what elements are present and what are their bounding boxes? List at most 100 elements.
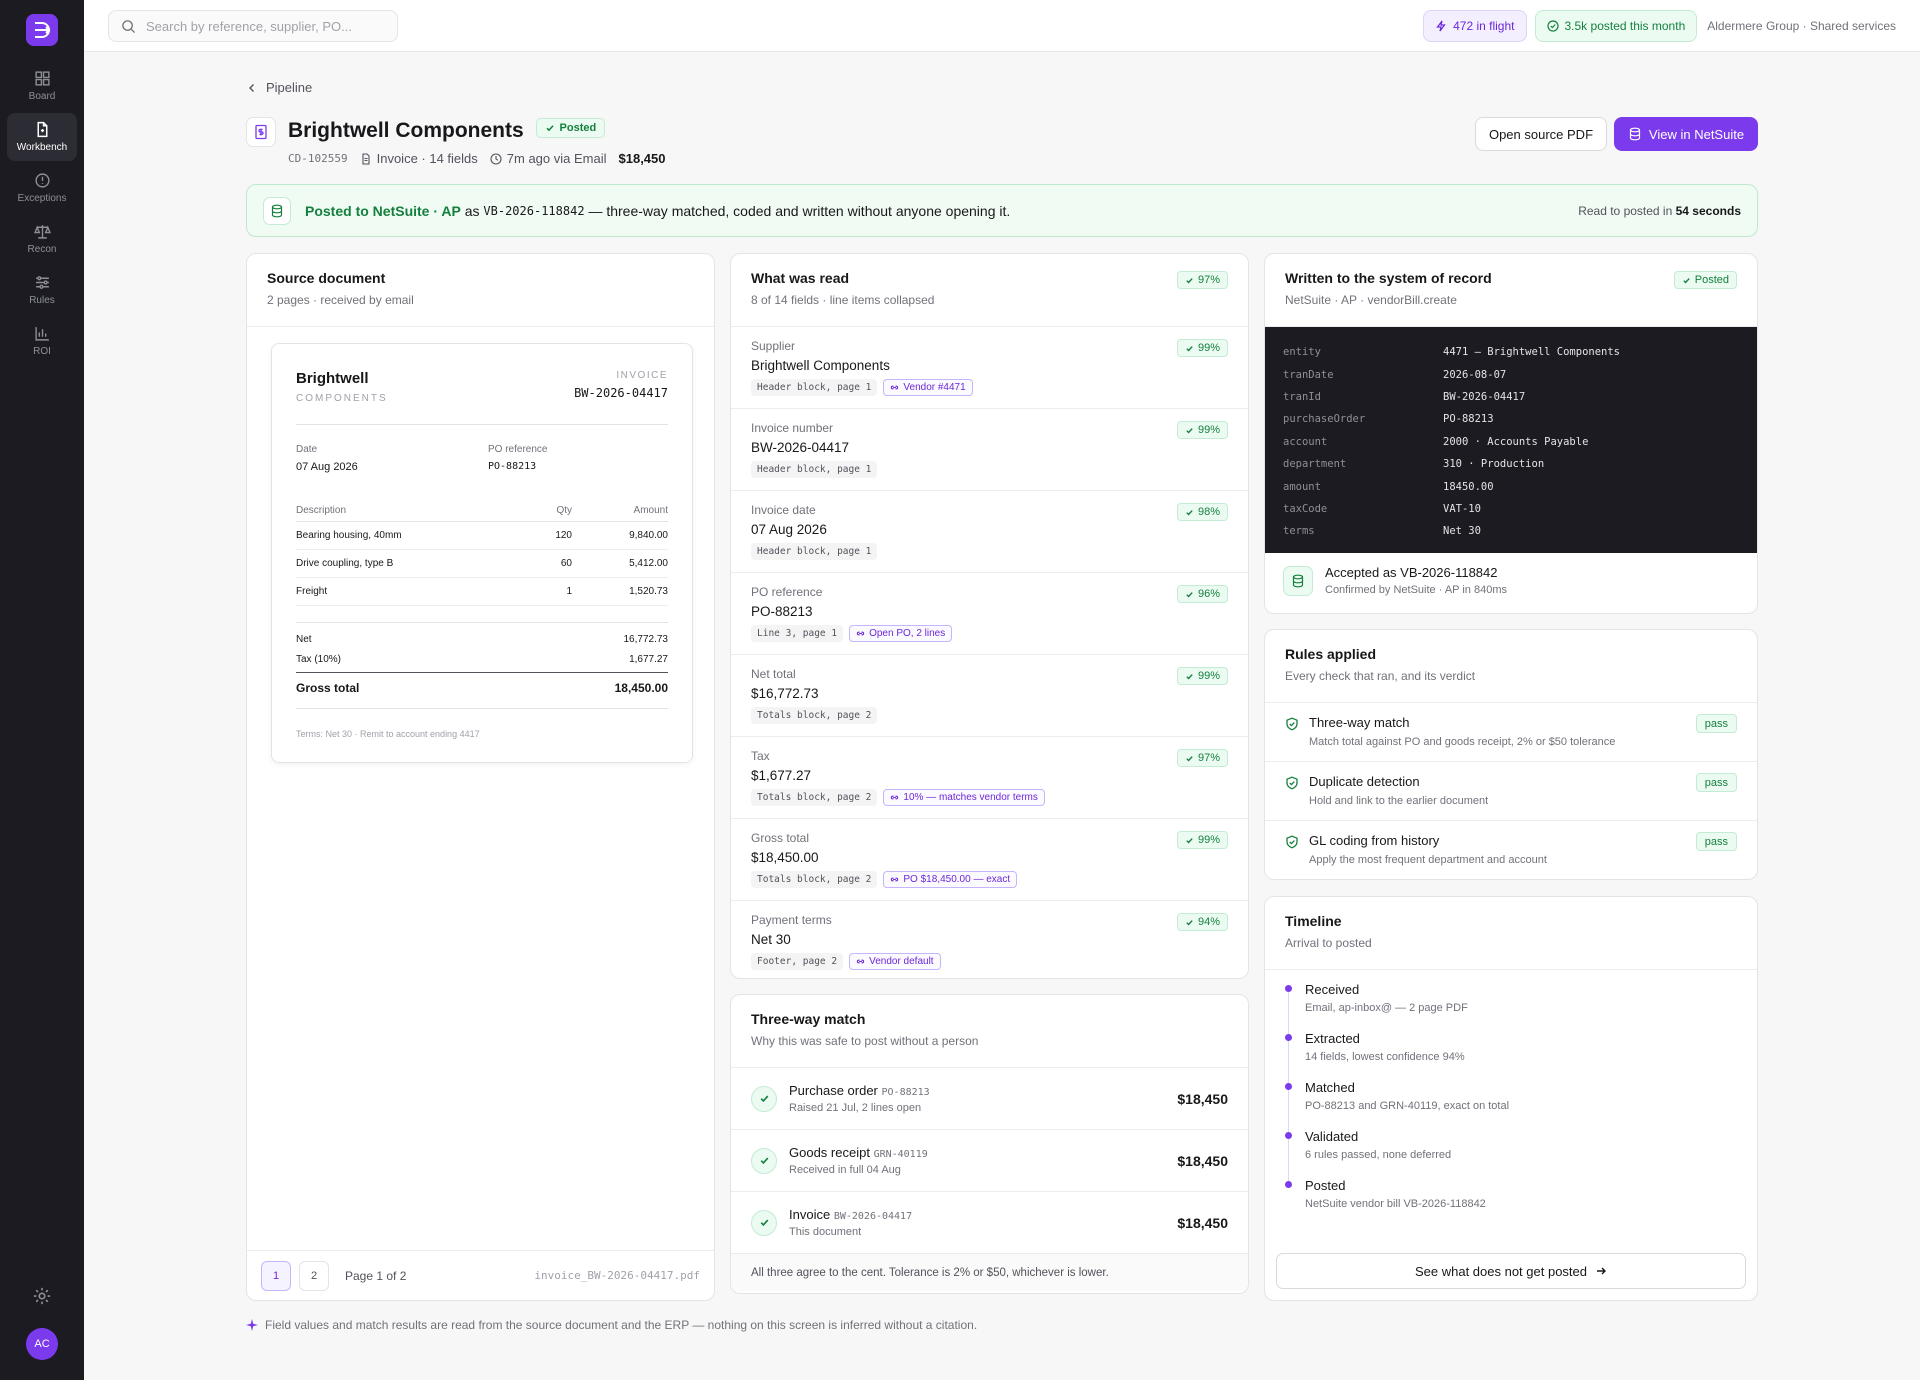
paper-tax-row: Tax (10%) 1,677.27	[296, 654, 668, 665]
divider	[296, 424, 668, 425]
top-status: 472 in flight 3.5k posted this month Ald…	[1423, 10, 1896, 42]
paper-tax-label: Tax (10%)	[296, 654, 342, 665]
source-location-tag[interactable]: Totals block, page 2	[751, 789, 878, 806]
check-icon	[760, 1157, 768, 1165]
nav-item-roi[interactable]: ROI	[7, 317, 77, 365]
erp-link-tag[interactable]: 10% — matches vendor terms	[883, 789, 1045, 806]
see-not-posted-button[interactable]: See what does not get posted	[1276, 1253, 1746, 1289]
avatar[interactable]: AC	[26, 1328, 58, 1360]
check-icon	[1186, 591, 1193, 597]
org-name[interactable]: Aldermere Group · Shared services	[1707, 19, 1896, 33]
field-row[interactable]: Tax $1,677.27 Totals block, page 2 10% —…	[731, 737, 1248, 819]
footnote-text: Field values and match results are read …	[265, 1318, 978, 1332]
file-name: invoice_BW-2026-04417.pdf	[534, 1269, 700, 1282]
code-row: entity 4471 — Brightwell Components	[1283, 341, 1739, 363]
invoice-preview[interactable]: Brightwell COMPONENTS INVOICE BW-2026-04…	[271, 343, 693, 763]
nav-item-label: Recon	[27, 244, 57, 255]
paper-terms: Terms: Net 30 · Remit to account ending …	[296, 729, 480, 739]
line-amount: 5,412.00	[629, 558, 668, 569]
col-qty: Qty	[556, 505, 572, 516]
field-row[interactable]: Gross total $18,450.00 Totals block, pag…	[731, 819, 1248, 901]
confidence-badge: 97%	[1176, 271, 1228, 289]
source-location-tag[interactable]: Footer, page 2	[751, 953, 844, 970]
field-label: Tax	[751, 749, 770, 763]
rule-row[interactable]: GL coding from history Apply the most fr…	[1265, 821, 1757, 879]
source-location-tag[interactable]: Totals block, page 2	[751, 707, 878, 724]
rail-bottom: AC	[0, 1286, 84, 1380]
match-row[interactable]: Goods receipt GRN-40119 Received in full…	[731, 1130, 1248, 1192]
check-icon	[1186, 673, 1193, 679]
card-subtitle: 2 pages · received by email	[267, 293, 414, 307]
posted-month-chip[interactable]: 3.5k posted this month	[1534, 10, 1698, 42]
confidence-badge: 99%	[1176, 421, 1228, 439]
doc-id: CD-102559	[288, 152, 348, 165]
field-row[interactable]: PO reference PO-88213 Line 3, page 1 Ope…	[731, 573, 1248, 655]
source-location-tag[interactable]: Line 3, page 1	[751, 625, 844, 642]
code-row: tranId BW-2026-04417	[1283, 386, 1739, 408]
page-1-button[interactable]: 1	[261, 1260, 291, 1291]
erp-link-tag[interactable]: PO $18,450.00 — exact	[883, 871, 1018, 888]
erp-link-tag[interactable]: Open PO, 2 lines	[849, 625, 953, 642]
check-icon	[545, 125, 554, 132]
source-location-tag[interactable]: Header block, page 1	[751, 461, 878, 478]
paper-net-label: Net	[296, 634, 312, 645]
check-icon	[1683, 277, 1690, 283]
source-document-card: Source document 2 pages · received by em…	[246, 253, 715, 1301]
banner-icon-box	[263, 196, 291, 225]
erp-link-tag[interactable]: Vendor default	[849, 953, 941, 970]
field-row[interactable]: Supplier Brightwell Components Header bl…	[731, 327, 1248, 409]
timeline-subtitle: NetSuite vendor bill VB-2026-118842	[1305, 1198, 1486, 1210]
rule-row[interactable]: Three-way match Match total against PO a…	[1265, 703, 1757, 762]
rule-list: Three-way match Match total against PO a…	[1265, 703, 1757, 879]
source-location-tag[interactable]: Header block, page 1	[751, 543, 878, 560]
nav-item-exceptions[interactable]: Exceptions	[7, 164, 77, 212]
nav-item-workbench[interactable]: Workbench	[7, 113, 77, 161]
field-row[interactable]: Invoice date 07 Aug 2026 Header block, p…	[731, 491, 1248, 573]
source-location-tag[interactable]: Header block, page 1	[751, 379, 878, 396]
match-subtitle: This document	[789, 1226, 862, 1238]
nav-item-recon[interactable]: Recon	[7, 215, 77, 263]
doc-amount: $18,450	[618, 151, 666, 166]
link-icon	[856, 631, 865, 636]
match-doc-type: Goods receipt	[789, 1145, 870, 1160]
col-amount: Amount	[633, 505, 668, 516]
app-logo[interactable]	[26, 14, 58, 46]
confidence-badge: 99%	[1176, 339, 1228, 357]
erp-link-tag[interactable]: Vendor #4471	[883, 379, 973, 396]
card-header: Three-way match Why this was safe to pos…	[731, 995, 1248, 1068]
match-row[interactable]: Invoice BW-2026-04417 This document $18,…	[731, 1192, 1248, 1254]
field-source: Footer, page 2 Vendor default	[751, 953, 1228, 970]
back-link[interactable]: Pipeline	[246, 80, 312, 95]
card-title: What was read	[751, 270, 850, 286]
open-source-pdf-button[interactable]: Open source PDF	[1475, 117, 1607, 151]
bar-chart-icon	[34, 327, 49, 341]
match-row[interactable]: Purchase order PO-88213 Raised 21 Jul, 2…	[731, 1068, 1248, 1130]
line-qty: 120	[555, 530, 572, 541]
search-input[interactable]: Search by reference, supplier, PO...	[108, 10, 398, 42]
code-row: taxCode VAT-10	[1283, 498, 1739, 520]
field-row[interactable]: Payment terms Net 30 Footer, page 2 Vend…	[731, 901, 1248, 978]
code-key: entity	[1283, 346, 1321, 359]
clock-icon	[490, 152, 502, 165]
field-source: Totals block, page 2 10% — matches vendo…	[751, 789, 1228, 806]
match-list: Purchase order PO-88213 Raised 21 Jul, 2…	[731, 1068, 1248, 1254]
timeline-item: Posted NetSuite vendor bill VB-2026-1188…	[1285, 1178, 1737, 1227]
field-row[interactable]: Net total $16,772.73 Totals block, page …	[731, 655, 1248, 737]
match-subtitle: Received in full 04 Aug	[789, 1164, 901, 1176]
code-value: 2000 · Accounts Payable	[1443, 435, 1589, 448]
view-in-netsuite-button[interactable]: View in NetSuite	[1614, 117, 1758, 151]
nav-item-rules[interactable]: Rules	[7, 266, 77, 314]
rule-row[interactable]: Duplicate detection Hold and link to the…	[1265, 762, 1757, 821]
line-description: Drive coupling, type B	[296, 558, 394, 569]
code-key: taxCode	[1283, 502, 1328, 515]
source-location-tag[interactable]: Totals block, page 2	[751, 871, 878, 888]
timeline-item: Matched PO-88213 and GRN-40119, exact on…	[1285, 1080, 1737, 1129]
gear-icon[interactable]	[32, 1286, 52, 1306]
in-flight-chip[interactable]: 472 in flight	[1423, 10, 1527, 42]
table-row: Drive coupling, type B 60 5,412.00	[296, 550, 668, 578]
field-label: Gross total	[751, 831, 810, 845]
timeline-title: Validated	[1305, 1129, 1359, 1144]
nav-item-board[interactable]: Board	[7, 62, 77, 110]
field-row[interactable]: Invoice number BW-2026-04417 Header bloc…	[731, 409, 1248, 491]
page-2-button[interactable]: 2	[299, 1260, 329, 1291]
